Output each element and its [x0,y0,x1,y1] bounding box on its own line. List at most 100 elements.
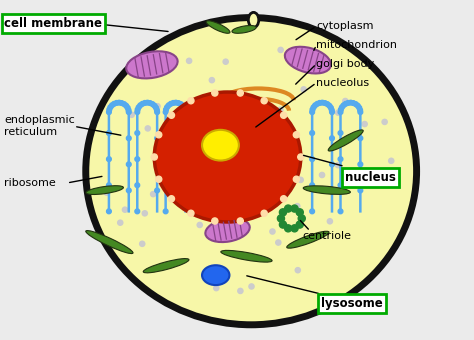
Circle shape [143,101,147,105]
Circle shape [261,139,266,145]
Circle shape [107,157,111,162]
Circle shape [261,210,267,216]
Circle shape [338,209,343,214]
Text: cytoplasm: cytoplasm [317,21,374,31]
Circle shape [107,209,111,214]
Circle shape [328,105,333,110]
Circle shape [163,209,168,214]
Circle shape [135,157,140,162]
Circle shape [168,112,174,118]
Circle shape [291,225,298,232]
Circle shape [284,205,292,212]
Circle shape [212,90,218,96]
Circle shape [181,169,186,174]
Circle shape [358,108,363,113]
Circle shape [188,210,194,216]
Circle shape [173,100,178,105]
Circle shape [276,240,281,245]
Circle shape [135,209,140,214]
Circle shape [155,108,159,113]
Circle shape [341,103,346,108]
Circle shape [261,98,267,104]
Circle shape [249,284,254,289]
Circle shape [211,175,217,180]
Circle shape [183,188,188,193]
Circle shape [339,105,344,110]
Circle shape [109,103,114,108]
Circle shape [281,112,287,118]
Ellipse shape [232,26,256,33]
Circle shape [212,218,218,224]
Circle shape [255,116,261,121]
Ellipse shape [206,21,230,33]
Circle shape [163,110,168,115]
Circle shape [233,95,238,100]
Ellipse shape [221,250,272,262]
Circle shape [298,177,303,183]
Circle shape [107,107,112,112]
Text: cell membrane: cell membrane [4,17,102,30]
Circle shape [140,241,145,246]
Circle shape [358,110,363,115]
Circle shape [138,103,143,108]
Ellipse shape [143,259,189,273]
Circle shape [192,178,198,184]
Circle shape [318,101,322,105]
Circle shape [155,104,160,109]
Circle shape [358,136,363,140]
Circle shape [296,209,303,216]
Circle shape [338,107,343,112]
Circle shape [155,176,162,182]
Circle shape [237,94,242,99]
Circle shape [310,107,315,112]
Circle shape [155,136,159,140]
Circle shape [104,190,109,195]
Text: endoplasmic
reticulum: endoplasmic reticulum [4,116,75,137]
Text: ribosome: ribosome [4,178,56,188]
Circle shape [298,215,305,222]
Circle shape [179,102,183,106]
Ellipse shape [287,231,329,248]
Circle shape [357,105,362,110]
Circle shape [163,131,168,135]
Circle shape [329,188,334,193]
Circle shape [310,183,315,188]
Circle shape [362,121,367,127]
Text: nucleolus: nucleolus [317,78,370,88]
Circle shape [127,136,131,140]
Circle shape [301,87,306,92]
Circle shape [353,102,358,106]
Circle shape [163,157,168,162]
Ellipse shape [202,265,229,285]
Circle shape [358,188,363,193]
Circle shape [122,102,127,106]
Circle shape [118,220,123,225]
Circle shape [176,101,181,105]
Circle shape [298,154,304,160]
Circle shape [278,107,283,112]
Circle shape [338,131,343,135]
Circle shape [329,162,334,167]
Circle shape [114,101,119,105]
Circle shape [329,108,334,113]
Circle shape [108,105,113,110]
Circle shape [186,58,191,64]
Circle shape [137,105,141,110]
Circle shape [295,204,300,209]
Circle shape [122,207,128,212]
Circle shape [197,222,202,227]
Circle shape [288,163,293,168]
Circle shape [310,209,315,214]
Circle shape [145,126,150,131]
Circle shape [135,183,140,188]
Circle shape [127,162,131,167]
Circle shape [327,103,332,108]
Ellipse shape [86,231,133,254]
Circle shape [171,101,175,105]
Circle shape [279,209,286,216]
Circle shape [183,110,188,115]
Circle shape [162,171,167,176]
Circle shape [112,101,117,106]
Circle shape [293,176,300,182]
Circle shape [140,101,145,106]
